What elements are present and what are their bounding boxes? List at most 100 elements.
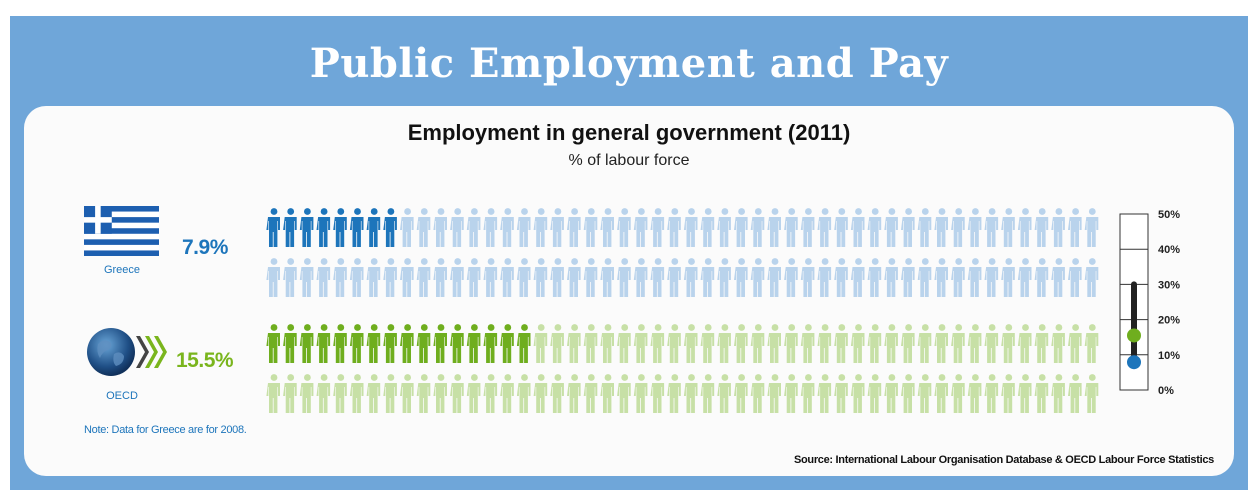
greece-label: Greece [103, 264, 141, 276]
oecd-person-empty [650, 324, 665, 363]
greece-person-empty [567, 258, 581, 297]
greece-person-empty [917, 258, 932, 297]
oecd-person-empty [366, 374, 381, 413]
greece-person-empty [283, 258, 297, 297]
oecd-person-empty [850, 324, 865, 363]
oecd-person-empty [800, 324, 815, 363]
scale-tick-label: 40% [1158, 244, 1180, 256]
scale-tick-label: 30% [1158, 279, 1180, 291]
greece-person-empty [416, 208, 431, 247]
oecd-person-empty [617, 324, 631, 363]
oecd-person-filled [466, 324, 481, 363]
greece-person-empty [266, 258, 280, 297]
greece-person-empty [1017, 258, 1032, 297]
oecd-person-empty [700, 324, 715, 363]
greece-person-empty [1084, 258, 1099, 297]
oecd-person-empty [784, 324, 798, 363]
greece-person-empty [884, 258, 898, 297]
greece-person-empty [700, 258, 715, 297]
oecd-person-filled [433, 324, 447, 363]
oecd-person-empty [717, 374, 731, 413]
banner-title: Public Employment and Pay [309, 40, 949, 87]
greece-scale-marker [1127, 355, 1141, 370]
oecd-person-filled [266, 324, 280, 363]
oecd-person-empty [734, 374, 748, 413]
greece-person-empty [767, 208, 781, 247]
oecd-person-filled [283, 324, 297, 363]
greece-person-empty [633, 258, 648, 297]
greece-person-empty [967, 208, 982, 247]
scale-tick-label: 20% [1158, 315, 1180, 327]
oecd-scale-marker [1127, 328, 1141, 343]
greece-person-empty [667, 208, 681, 247]
chart-source: Source: International Labour Organisatio… [793, 454, 1214, 466]
oecd-person-empty [967, 374, 982, 413]
greece-person-empty [1084, 208, 1099, 247]
oecd-logo-icon [87, 328, 167, 376]
oecd-person-empty [683, 374, 698, 413]
oecd-person-empty [617, 374, 631, 413]
oecd-person-empty [466, 374, 481, 413]
oecd-person-filled [299, 324, 314, 363]
oecd-person-empty [867, 324, 882, 363]
greece-person-empty [483, 208, 498, 247]
greece-person-empty [583, 208, 598, 247]
greece-person-empty [633, 208, 648, 247]
greece-person-empty [734, 208, 748, 247]
greece-person-empty [299, 258, 314, 297]
oecd-person-empty [734, 324, 748, 363]
chart-title: Employment in general government (2011) [407, 120, 851, 145]
oecd-person-empty [383, 374, 397, 413]
greece-person-empty [800, 208, 815, 247]
oecd-person-empty [1017, 324, 1032, 363]
oecd-person-empty [299, 374, 314, 413]
oecd-person-empty [450, 374, 464, 413]
greece-person-empty [683, 208, 698, 247]
oecd-person-empty [767, 324, 781, 363]
oecd-person-empty [600, 374, 614, 413]
greece-person-filled [333, 208, 347, 247]
oecd-person-empty [834, 324, 848, 363]
greece-person-filled [366, 208, 381, 247]
oecd-person-empty [1084, 324, 1099, 363]
greece-person-empty [533, 208, 548, 247]
chart-subtitle: % of labour force [568, 152, 690, 169]
oecd-person-empty [349, 374, 364, 413]
greece-person-empty [500, 208, 514, 247]
greece-person-empty [433, 208, 447, 247]
banner-frame: Public Employment and Pay Employment in … [10, 16, 1248, 490]
greece-person-empty [867, 258, 882, 297]
oecd-person-empty [567, 374, 581, 413]
greece-person-empty [834, 208, 848, 247]
oecd-person-filled [383, 324, 397, 363]
greece-person-empty [333, 258, 347, 297]
oecd-person-empty [483, 374, 498, 413]
greece-person-empty [784, 208, 798, 247]
greece-value: 7.9% [182, 236, 228, 259]
greece-person-empty [817, 208, 832, 247]
oecd-person-empty [1051, 374, 1065, 413]
oecd-person-empty [1084, 374, 1099, 413]
greece-person-empty [516, 208, 531, 247]
greece-flag-icon [84, 206, 159, 256]
oecd-person-empty [884, 374, 898, 413]
greece-person-filled [383, 208, 397, 247]
greece-person-empty [450, 208, 464, 247]
oecd-person-filled [400, 324, 414, 363]
chart-card: Employment in general government (2011) … [24, 106, 1234, 476]
greece-person-empty [834, 258, 848, 297]
greece-person-empty [1051, 208, 1065, 247]
oecd-person-empty [767, 374, 781, 413]
oecd-person-empty [583, 324, 598, 363]
greece-person-empty [516, 258, 531, 297]
greece-person-empty [784, 258, 798, 297]
oecd-person-empty [817, 324, 832, 363]
oecd-person-empty [1017, 374, 1032, 413]
oecd-person-empty [750, 324, 765, 363]
oecd-person-filled [483, 324, 498, 363]
greece-person-empty [400, 258, 414, 297]
greece-person-empty [1001, 258, 1015, 297]
oecd-person-empty [1001, 374, 1015, 413]
greece-person-empty [984, 258, 999, 297]
greece-person-empty [717, 208, 731, 247]
